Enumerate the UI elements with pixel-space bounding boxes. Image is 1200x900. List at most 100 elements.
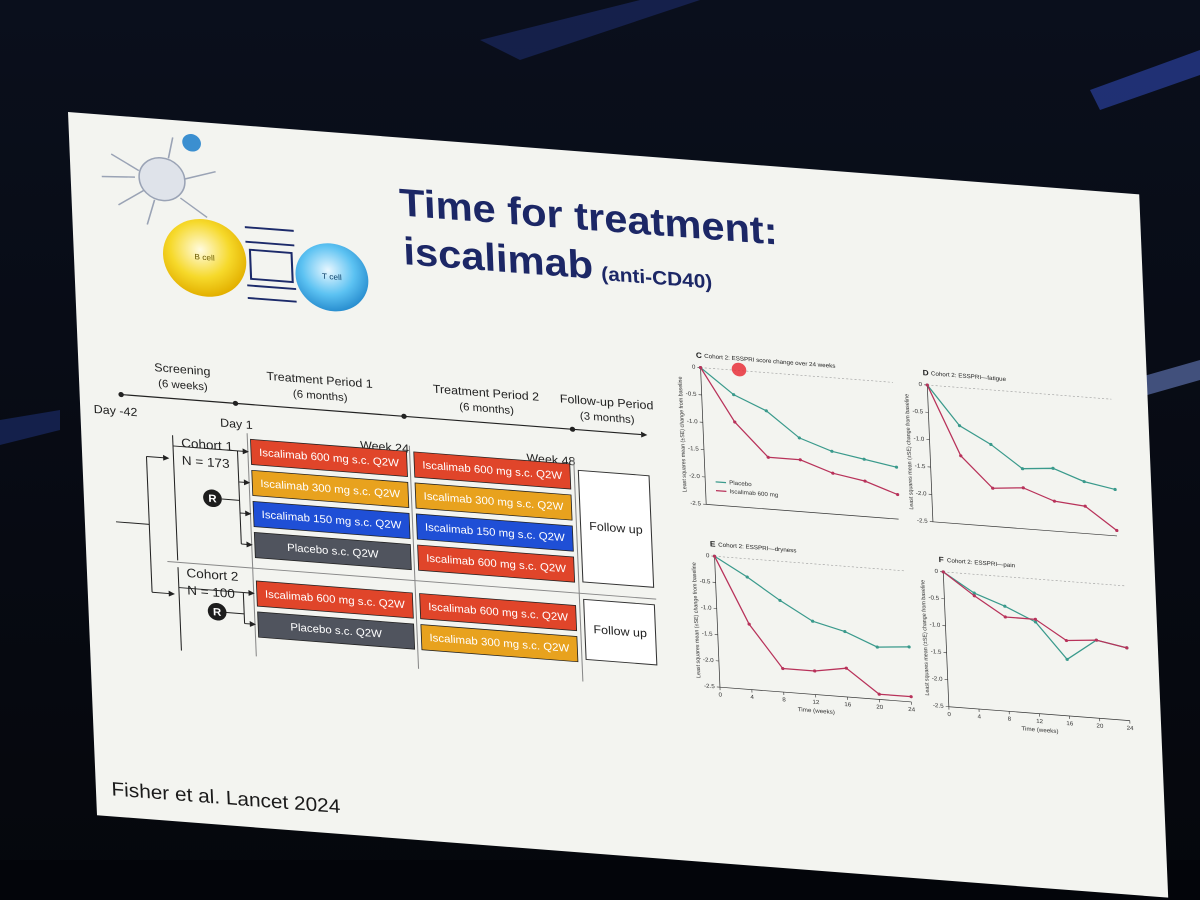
- bracket: [152, 591, 171, 595]
- y-tick-label: -1.0: [701, 605, 713, 612]
- cohort-line: [172, 435, 179, 561]
- series-point: [797, 436, 802, 440]
- slide: B cell T cell Time for treatment: iscali…: [68, 112, 1169, 898]
- arrow-head: [245, 510, 252, 517]
- series-point: [957, 424, 962, 428]
- x-tick-label: 16: [844, 702, 852, 708]
- series-point: [972, 591, 976, 595]
- arrow-head: [246, 541, 253, 548]
- panel-letter: F: [938, 555, 944, 564]
- y-axis-label: Least squares mean (±SE) change from bas…: [691, 562, 702, 678]
- follow-up-label: Follow up: [589, 519, 643, 537]
- arrow-head: [640, 431, 648, 438]
- series-point: [1003, 615, 1007, 619]
- randomization-label: R: [213, 607, 222, 619]
- arm-box: [255, 580, 414, 619]
- period-duration: (3 months): [580, 410, 635, 426]
- randomization-badge: [207, 603, 227, 621]
- y-tick-label: -1.5: [931, 649, 943, 656]
- stage-light: [1130, 360, 1200, 400]
- series-point: [941, 570, 945, 574]
- cohort-n: N = 173: [182, 453, 230, 471]
- cohort-divider: [167, 561, 657, 600]
- panel-letter: C: [696, 351, 703, 360]
- y-tick-label: 0: [935, 569, 939, 575]
- series-point: [712, 554, 717, 558]
- cohort-n: N = 100: [187, 583, 235, 601]
- series-point: [843, 629, 847, 634]
- timeline-dot: [401, 413, 407, 419]
- timeline-dot: [118, 392, 124, 398]
- rand-line: [226, 612, 245, 615]
- series-point: [764, 409, 768, 413]
- x-tick-label: 0: [947, 712, 951, 718]
- x-axis: [706, 504, 899, 520]
- chart-panel: D Cohort 2: ESSPRI—fatigue 0 -0.5 -1.0 -1.5 -2…: [904, 368, 1119, 537]
- series-point: [830, 449, 834, 453]
- series-point: [895, 492, 900, 497]
- t-cell: [295, 243, 369, 312]
- arm-box: [250, 438, 408, 477]
- series-point: [1052, 499, 1057, 503]
- series-point: [1082, 480, 1086, 484]
- y-tick-label: -2.0: [916, 491, 928, 498]
- dendritic-cell: [101, 137, 216, 225]
- y-axis-label: Least squares mean (±SE) change from bas…: [904, 394, 915, 510]
- arm-box: [252, 500, 411, 540]
- timeline-dot: [569, 426, 576, 432]
- receptor-links: [244, 226, 297, 303]
- stage-light: [1090, 50, 1200, 110]
- x-tick-label: 8: [1008, 717, 1012, 723]
- follow-up-box: [577, 469, 655, 588]
- study-design: Screening(6 weeks) Treatment Period 1(6 m…: [93, 361, 658, 682]
- arm-box: [420, 624, 579, 663]
- x-tick-label: 12: [812, 700, 820, 706]
- panel-title: Cohort 2: ESSPRI—dryness: [718, 543, 796, 555]
- series-point: [1021, 486, 1025, 490]
- arrow-head: [243, 479, 251, 486]
- rand-line: [242, 592, 246, 624]
- series-point: [925, 383, 929, 387]
- series-point: [907, 645, 911, 649]
- series-point: [862, 457, 866, 461]
- arm-box: [251, 469, 410, 509]
- rand-line: [178, 587, 244, 593]
- arrow-head: [249, 621, 257, 627]
- baseline-reference: [714, 555, 906, 572]
- legend-swatch: [715, 481, 727, 484]
- series-point: [1083, 504, 1087, 508]
- y-tick-label: -1.0: [913, 436, 925, 443]
- x-axis: [932, 521, 1118, 537]
- y-tick-label: -0.5: [912, 409, 924, 416]
- x-tick-label: 20: [1096, 724, 1104, 730]
- series-point: [972, 594, 976, 598]
- series-point: [894, 465, 899, 469]
- y-axis-label: Least squares mean (±SE) change from bas…: [678, 376, 689, 492]
- y-tick-label: -2.0: [932, 676, 944, 683]
- series-point: [989, 442, 993, 447]
- x-tick-label: 12: [1036, 719, 1044, 725]
- figure-label: B cell: [194, 252, 215, 262]
- y-tick-label: -0.5: [686, 391, 698, 398]
- y-tick-label: -1.0: [687, 419, 699, 426]
- period-divider: [573, 458, 584, 682]
- period-duration: (6 months): [293, 388, 348, 404]
- chart-panel: E Cohort 2: ESSPRI—dryness 0 -0.5 -1.0 -1.5 -2…: [691, 540, 915, 716]
- x-axis-label: Time (weeks): [1021, 726, 1058, 735]
- x-tick-label: 8: [782, 697, 786, 703]
- series-point: [1094, 638, 1099, 642]
- series-point: [1113, 487, 1117, 492]
- baseline-reference: [927, 384, 1112, 400]
- y-tick-label: 0: [706, 553, 710, 559]
- x-tick-label: 4: [977, 714, 981, 720]
- arm-box: [257, 611, 416, 650]
- series-point: [810, 619, 815, 623]
- series-point: [863, 479, 867, 483]
- y-tick-label: -2.0: [703, 657, 715, 664]
- x-tick-label: 20: [876, 705, 884, 711]
- series-point: [731, 393, 736, 397]
- arm-box: [415, 513, 574, 552]
- period-duration: (6 months): [459, 401, 514, 417]
- laser-dot: [731, 362, 747, 377]
